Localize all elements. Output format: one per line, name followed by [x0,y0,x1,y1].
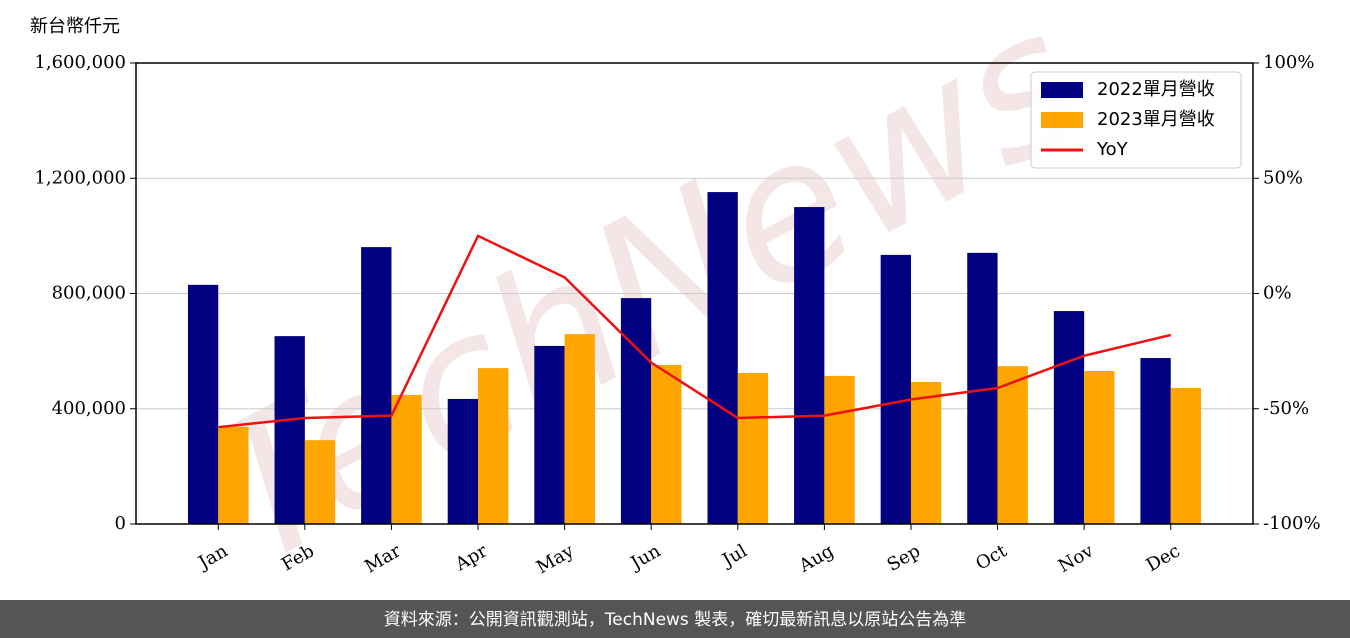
bar [997,366,1028,524]
y-tick-label: 1,600,000 [34,52,126,73]
x-tick-label: Jun [626,540,665,575]
bar [478,368,509,524]
y2-tick-label: -100% [1263,513,1321,534]
legend-box [1030,71,1242,169]
x-tick-label: Sep [884,540,924,575]
footer-note: 資料來源：公開資訊觀測站，TechNews 製表，確切最新訊息以原站公告為準 [384,610,966,630]
x-tick-label: Aug [795,540,838,577]
bar [737,373,769,524]
bar [824,375,855,524]
y2-tick-label: 100% [1263,52,1314,73]
y-tick-label: 400,000 [52,398,126,419]
bar [1170,388,1202,524]
bar [880,254,911,525]
bar [910,381,942,524]
bar [534,345,565,524]
bar [564,334,595,524]
x-tick-label: Nov [1055,540,1098,577]
legend-label: 2022單月營收 [1097,79,1215,100]
plot-frame [135,62,1254,525]
bar [304,440,336,524]
bar [707,192,738,524]
bar [1140,358,1171,524]
bar [361,247,392,524]
bar [447,398,479,524]
x-tick-label: Dec [1143,540,1184,576]
bar [1084,371,1115,524]
x-tick-label: Apr [451,540,491,575]
legend-swatch [1041,112,1083,128]
bar [187,284,219,524]
bar [218,426,249,524]
bar [651,364,682,524]
bar [391,394,422,524]
x-tick-label: Oct [972,540,1011,575]
footer-bar [0,600,1350,638]
bar [620,298,652,524]
y-tick-label: 1,200,000 [34,167,126,188]
y2-tick-label: 50% [1263,167,1303,188]
bar [274,336,305,524]
legend-label: 2023單月營收 [1097,109,1215,130]
x-tick-label: May [533,540,578,578]
x-tick-label: Jan [193,540,231,574]
bar [1053,311,1085,524]
legend-label: YoY [1096,139,1129,160]
legend-swatch [1041,82,1083,98]
y2-tick-label: -50% [1263,398,1309,419]
y-tick-label: 0 [115,513,126,534]
bar [794,207,825,524]
y-tick-label: 800,000 [52,283,126,304]
y2-tick-label: 0% [1263,283,1292,304]
x-tick-label: Jul [717,540,751,572]
yoy-line [218,234,1172,429]
y-axis-label: 新台幣仟元 [30,16,120,37]
